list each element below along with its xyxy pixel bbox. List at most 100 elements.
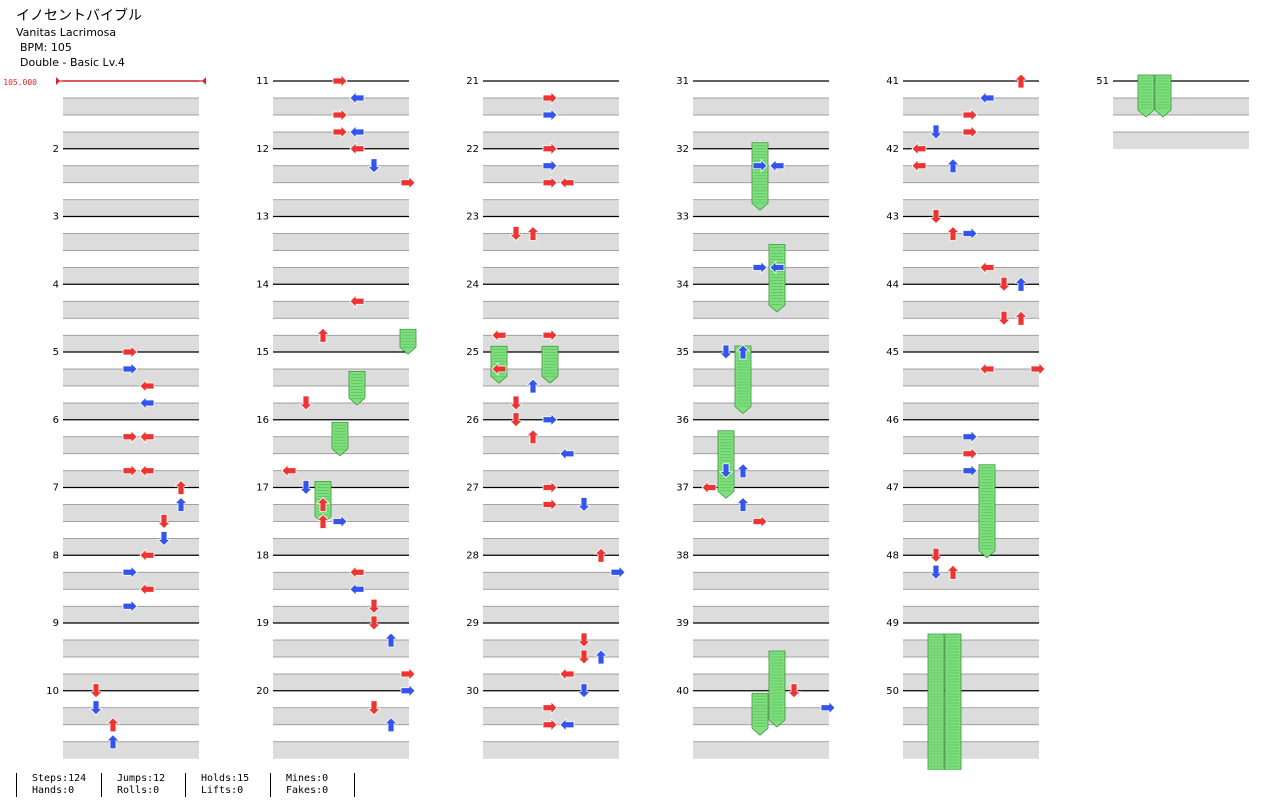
arrow-note <box>526 225 540 241</box>
bpm-marker: 105.000 <box>3 78 37 87</box>
arrow-note <box>400 175 416 190</box>
arrow-note <box>400 667 416 681</box>
staff-row <box>273 572 409 590</box>
stats-separator <box>101 773 102 797</box>
hold-note <box>944 633 962 770</box>
staff-row <box>63 436 199 454</box>
staff-row <box>273 216 409 234</box>
staff-row <box>63 284 199 302</box>
staff-row <box>483 470 619 488</box>
staff-row <box>273 674 409 691</box>
arrow-note <box>349 565 365 580</box>
arrow-note <box>509 412 523 428</box>
measure-number: 45 <box>886 347 899 358</box>
arrow-note <box>559 175 575 190</box>
bpm-start-tick <box>56 77 60 85</box>
arrow-note <box>962 226 978 241</box>
staff-row <box>63 335 199 353</box>
staff-row <box>693 657 829 674</box>
staff-row <box>903 555 1039 573</box>
arrow-note <box>736 463 750 479</box>
staff-row <box>63 724 199 742</box>
arrow-note <box>752 514 768 529</box>
arrow-note <box>542 412 558 427</box>
arrow-note <box>139 429 155 444</box>
staff-row <box>273 555 409 573</box>
arrow-note <box>979 260 995 275</box>
staff-row <box>63 521 199 539</box>
arrow-note <box>349 141 365 156</box>
hold-note <box>927 633 945 770</box>
arrow-note <box>769 260 785 275</box>
staff-row <box>693 640 829 657</box>
arrow-note <box>332 514 348 529</box>
arrow-note <box>962 125 978 139</box>
arrow-note <box>509 395 523 411</box>
arrow-note <box>526 429 540 445</box>
arrow-note <box>752 260 768 275</box>
arrow-note <box>122 565 138 580</box>
staff-row <box>903 606 1039 624</box>
staff-row <box>693 267 829 285</box>
arrow-note <box>911 141 927 156</box>
stats-separator <box>185 773 186 797</box>
staff-row <box>483 724 619 742</box>
staff-row <box>63 165 199 183</box>
hold-note <box>348 371 366 406</box>
arrow-note <box>139 396 155 410</box>
staff-row <box>483 589 619 607</box>
arrow-note <box>719 344 733 360</box>
staff-row <box>63 148 199 166</box>
arrow-note <box>752 158 768 173</box>
arrow-note <box>929 124 943 140</box>
stat-hands: Hands:0 <box>32 785 75 796</box>
staff-row <box>273 335 409 353</box>
staff-row <box>273 301 409 319</box>
arrow-note <box>946 564 960 580</box>
staff-row <box>903 572 1039 590</box>
arrow-note <box>911 158 927 173</box>
arrow-note <box>157 514 171 530</box>
staff-row <box>903 623 1039 640</box>
staff-row <box>1113 81 1249 98</box>
arrow-note <box>139 582 155 597</box>
staff-row <box>273 98 409 115</box>
staff-row <box>273 640 409 657</box>
staff-row <box>903 436 1039 454</box>
measure-number: 8 <box>53 550 59 561</box>
staff-row <box>693 284 829 302</box>
measure-number: 33 <box>676 212 689 223</box>
stats-col-jumps: Jumps:12 Rolls:0 <box>101 773 165 797</box>
arrow-note <box>349 91 365 105</box>
measure-number: 9 <box>53 618 59 629</box>
measure-number: 19 <box>256 618 269 629</box>
staff-row <box>483 623 619 640</box>
staff-row <box>693 741 829 759</box>
arrow-note <box>174 479 188 495</box>
staff-row <box>903 233 1039 251</box>
measure-number: 21 <box>466 76 479 87</box>
measure-number: 29 <box>466 618 479 629</box>
arrow-note <box>316 513 330 529</box>
staff-row <box>903 335 1039 353</box>
stat-rolls: Rolls:0 <box>117 785 160 796</box>
staff-row <box>273 504 409 522</box>
staff-row <box>903 182 1039 200</box>
arrow-note <box>736 496 750 512</box>
arrow-note <box>106 717 120 733</box>
staff-row <box>483 98 619 115</box>
stat-lifts: Lifts:0 <box>201 785 244 796</box>
measure-number: 39 <box>676 618 689 629</box>
arrow-note <box>1014 276 1028 292</box>
staff-row <box>63 707 199 725</box>
staff-row <box>63 657 199 674</box>
staff-row <box>273 165 409 183</box>
measure-number: 48 <box>886 550 899 561</box>
arrow-note <box>997 276 1011 292</box>
staff-row <box>63 589 199 607</box>
arrow-note <box>542 700 558 715</box>
arrow-note <box>577 649 591 665</box>
measure-number: 42 <box>886 144 899 155</box>
arrow-note <box>542 108 558 122</box>
measure-number: 22 <box>466 144 479 155</box>
